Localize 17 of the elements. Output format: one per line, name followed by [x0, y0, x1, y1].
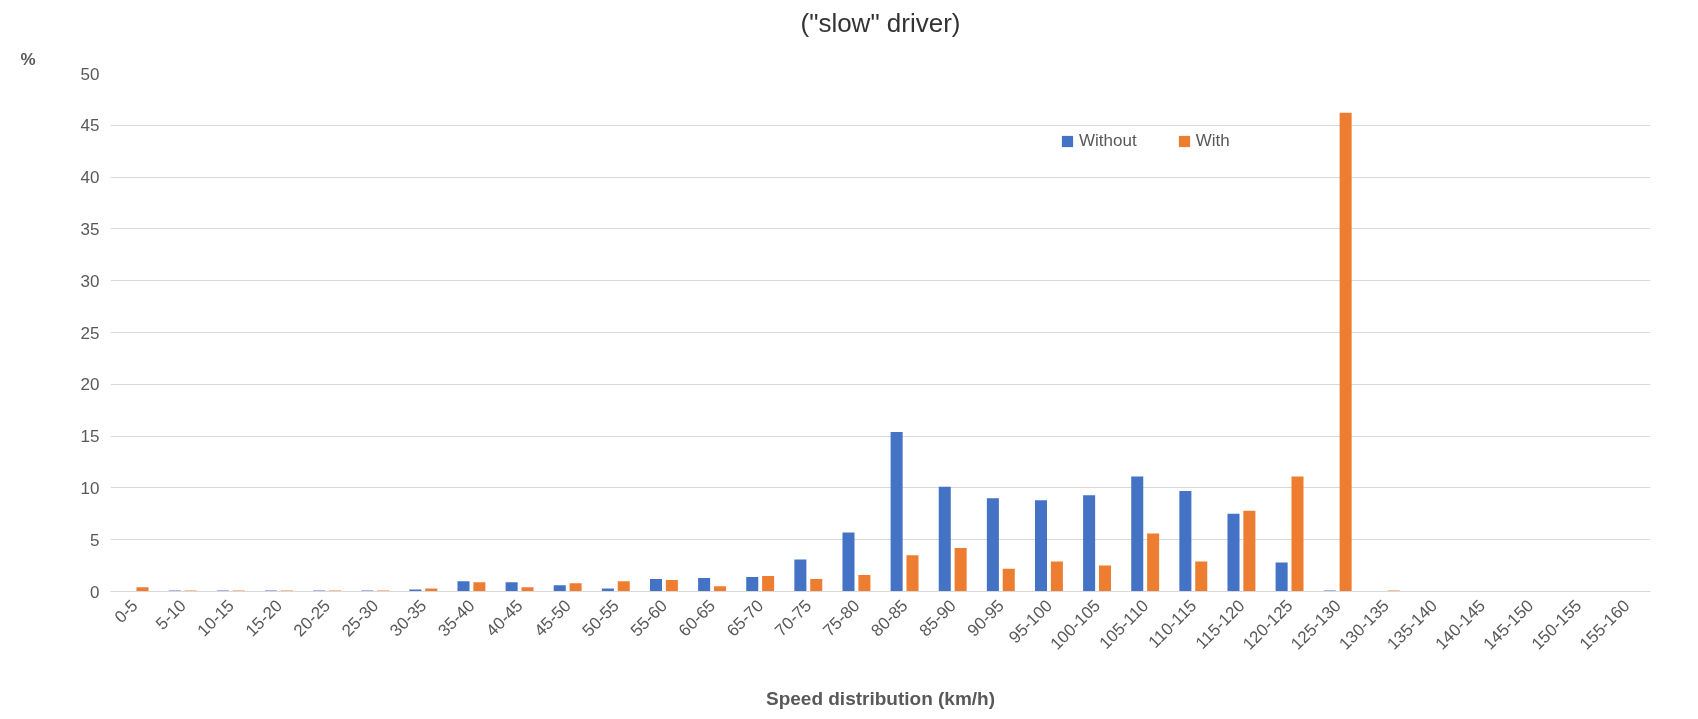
y-tick-label: 5 — [90, 530, 100, 550]
chart-title: ("slow" driver) — [800, 7, 961, 38]
y-tick-label: 20 — [80, 375, 100, 395]
x-tick-label: 0-5 — [110, 596, 142, 627]
legend-label: With — [1195, 131, 1230, 151]
y-tick-label: 25 — [80, 323, 100, 343]
y-tick-label: 10 — [80, 478, 100, 498]
y-tick-label: 30 — [80, 271, 100, 291]
y-tick-label: 35 — [80, 219, 100, 239]
y-tick-label: 0 — [90, 582, 100, 602]
y-tick-label: 15 — [80, 427, 100, 447]
legend-label: Without — [1079, 131, 1137, 151]
y-tick-label: 45 — [80, 116, 100, 136]
x-axis-title: Speed distribution (km/h) — [765, 688, 996, 710]
y-tick-label: 40 — [80, 168, 100, 188]
y-tick-label: 50 — [80, 64, 100, 84]
y-axis-title: % — [20, 49, 36, 69]
